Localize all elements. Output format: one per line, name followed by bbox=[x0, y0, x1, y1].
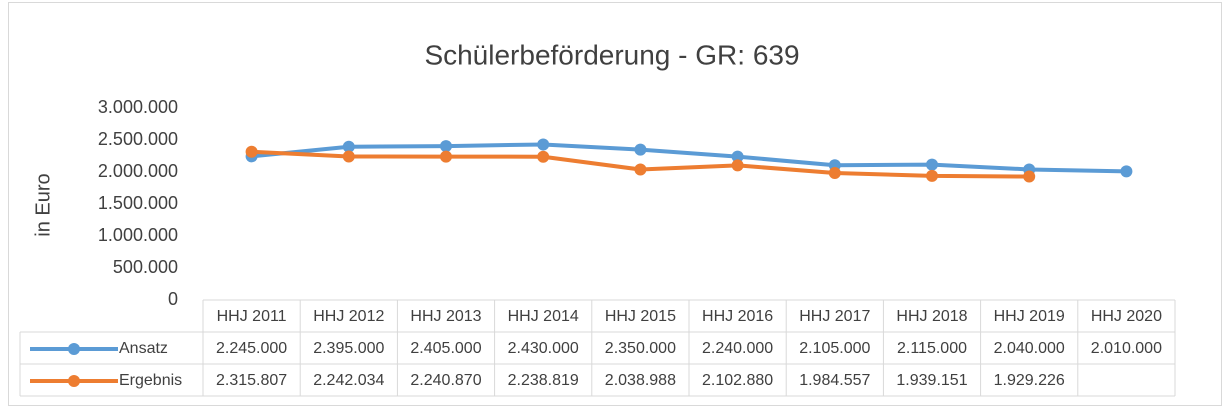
chart-frame bbox=[8, 2, 1222, 406]
table-value: 2.395.000 bbox=[313, 340, 384, 357]
y-tick-label: 2.000.000 bbox=[98, 161, 178, 181]
point bbox=[634, 143, 647, 156]
point bbox=[731, 159, 744, 172]
x-tick-label: HHJ 2020 bbox=[1091, 308, 1162, 325]
table-value: 2.038.988 bbox=[605, 372, 676, 389]
table-value: 2.350.000 bbox=[605, 340, 676, 357]
table-value: 2.405.000 bbox=[410, 340, 481, 357]
point bbox=[731, 150, 744, 163]
x-tick-label: HHJ 2019 bbox=[994, 308, 1065, 325]
x-tick-label: HHJ 2011 bbox=[217, 308, 287, 325]
chart-title: Schülerbeförderung - GR: 639 bbox=[424, 39, 799, 70]
table-value: 2.102.880 bbox=[702, 372, 773, 389]
table-value: 1.984.557 bbox=[799, 372, 870, 389]
y-tick-label: 500.000 bbox=[113, 257, 178, 277]
table-value: 2.115.000 bbox=[897, 340, 967, 357]
x-tick-label: HHJ 2013 bbox=[410, 308, 481, 325]
series-line bbox=[251, 142, 1127, 174]
point bbox=[926, 158, 938, 171]
table-value: 2.242.034 bbox=[313, 372, 384, 389]
y-tick-label: 1.500.000 bbox=[98, 193, 178, 213]
point bbox=[245, 145, 258, 158]
table-value: 2.240.000 bbox=[702, 340, 773, 357]
y-tick-label: 0 bbox=[168, 289, 178, 309]
table-value: 2.105.000 bbox=[799, 340, 870, 357]
point bbox=[634, 163, 647, 176]
point bbox=[440, 140, 452, 153]
table-value: 2.315.807 bbox=[216, 372, 287, 389]
x-tick-label: HHJ 2014 bbox=[508, 308, 579, 325]
table-value: 2.040.000 bbox=[994, 340, 1065, 357]
table-value: 2.240.870 bbox=[410, 372, 481, 389]
point bbox=[926, 169, 938, 182]
y-axis-title: in Euro bbox=[32, 173, 54, 236]
table-value: 1.929.226 bbox=[994, 372, 1065, 389]
point bbox=[1023, 170, 1036, 183]
table-value: 2.010.000 bbox=[1091, 340, 1162, 357]
legend-marker bbox=[68, 375, 80, 387]
x-tick-label: HHJ 2015 bbox=[605, 308, 676, 325]
y-tick-label: 1.000.000 bbox=[98, 225, 178, 245]
legend-label: Ergebnis bbox=[119, 372, 182, 389]
x-tick-label: HHJ 2012 bbox=[313, 308, 384, 325]
x-tick-label: HHJ 2016 bbox=[702, 308, 773, 325]
table-value: 2.245.000 bbox=[216, 340, 287, 357]
point bbox=[342, 140, 355, 153]
point bbox=[537, 150, 550, 163]
point bbox=[440, 150, 452, 163]
point bbox=[537, 138, 550, 151]
y-tick-label: 2.500.000 bbox=[98, 129, 178, 149]
x-tick-label: HHJ 2018 bbox=[896, 308, 967, 325]
y-tick-label: 3.000.000 bbox=[98, 97, 178, 117]
point bbox=[1120, 165, 1133, 178]
point bbox=[342, 150, 355, 163]
table-value: 2.430.000 bbox=[508, 340, 579, 357]
legend-marker bbox=[68, 343, 80, 355]
point bbox=[828, 166, 841, 179]
legend-label: Ansatz bbox=[119, 340, 168, 357]
table-value: 2.238.819 bbox=[508, 372, 579, 389]
table-value: 1.939.151 bbox=[896, 372, 967, 389]
x-tick-label: HHJ 2017 bbox=[799, 308, 870, 325]
